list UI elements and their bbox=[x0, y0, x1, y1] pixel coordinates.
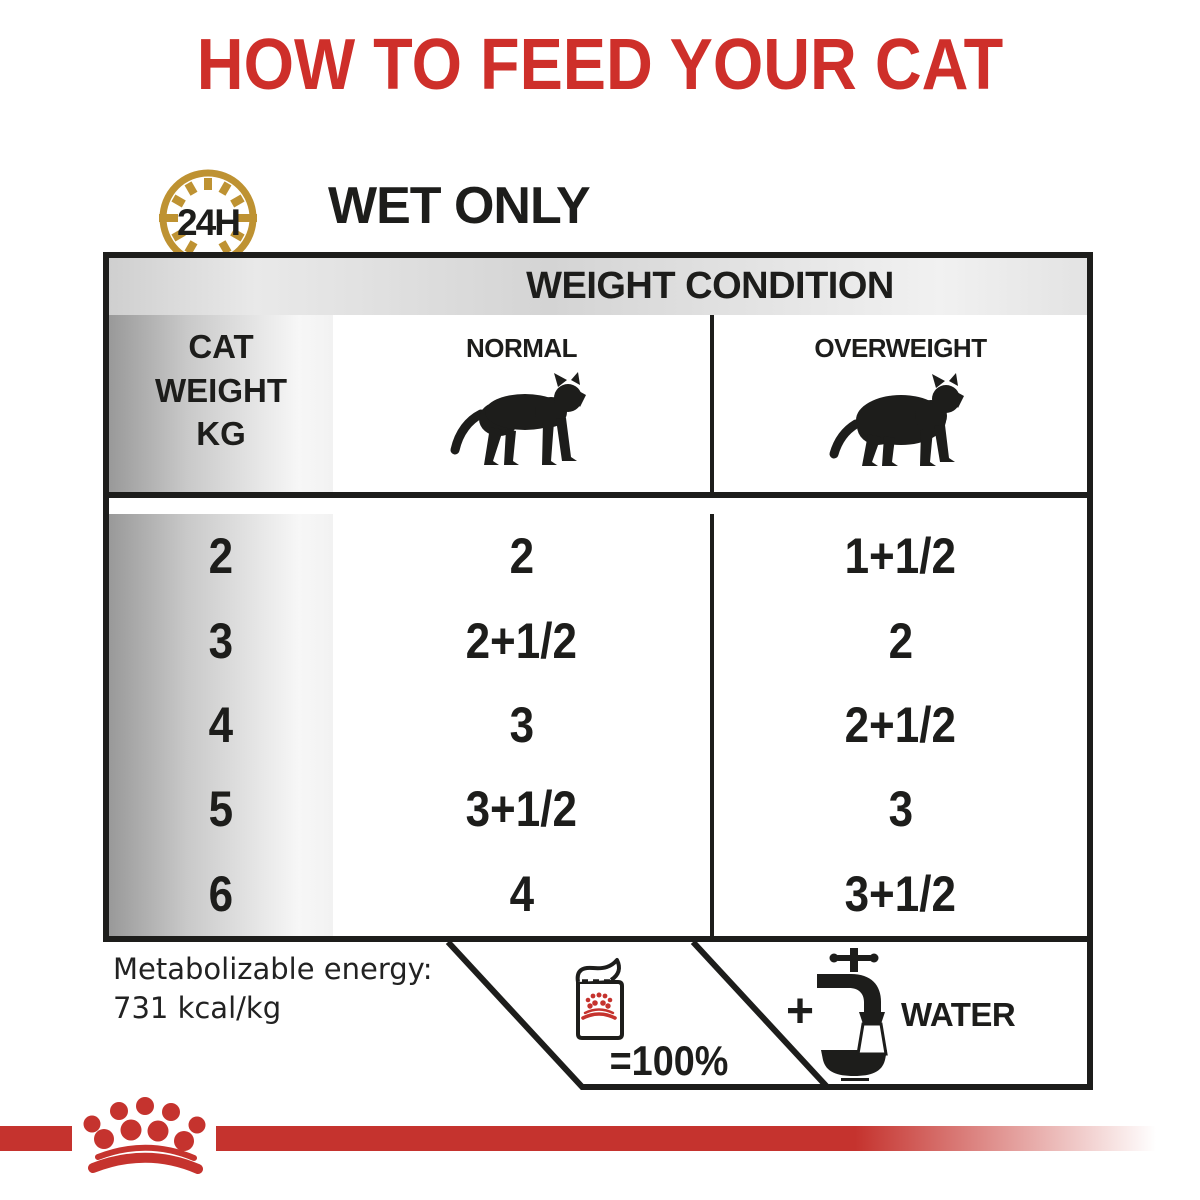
brand-bar-left bbox=[0, 1126, 72, 1151]
clock-dial-icon: 24H bbox=[159, 169, 257, 252]
cell-normal-ration: 2 bbox=[333, 514, 714, 599]
row-header-line: KG bbox=[196, 415, 246, 453]
water-tap-bowl-icon bbox=[817, 948, 888, 1081]
table-header-band: WEIGHT CONDITION bbox=[109, 258, 1087, 315]
feeding-table: WEIGHT CONDITION CAT WEIGHT KG NORMAL bbox=[103, 252, 1093, 942]
table-row: 4 3 2+1/2 bbox=[109, 682, 1087, 768]
cell-cat-weight: 2 bbox=[109, 514, 333, 599]
cell-cat-weight: 4 bbox=[109, 682, 333, 768]
cell-cat-weight: 3 bbox=[109, 598, 333, 683]
cell-overweight-ration: 3 bbox=[888, 781, 913, 838]
pouch-crown-mark bbox=[581, 992, 617, 1020]
table-row: 2 2 1+1/2 bbox=[109, 514, 1087, 599]
normal-cat-icon bbox=[450, 372, 586, 465]
table-data-rows: 2 2 1+1/2 3 2+1/2 2 4 3 2+1/2 5 3+1/2 3 … bbox=[109, 498, 1087, 937]
energy-value: 731 kcal/kg bbox=[113, 991, 282, 1026]
column-header-normal: NORMAL bbox=[333, 315, 714, 492]
table-header-label: WEIGHT CONDITION bbox=[526, 265, 894, 307]
table-row: 6 4 3+1/2 bbox=[109, 851, 1087, 937]
24h-clock-icon: 24H bbox=[142, 155, 274, 252]
footer-strip: Metabolizable energy: 731 kcal/kg =100% … bbox=[103, 942, 1093, 1090]
table-column-header-row: CAT WEIGHT KG NORMAL bbox=[109, 315, 1087, 492]
energy-label: Metabolizable energy: bbox=[113, 952, 433, 986]
cell-normal-ration: 2+1/2 bbox=[333, 598, 714, 683]
column-label-overweight: OVERWEIGHT bbox=[814, 333, 987, 363]
header-data-separator bbox=[109, 492, 1087, 498]
clock-24h-label: 24H bbox=[177, 202, 239, 243]
table-row: 5 3+1/2 3 bbox=[109, 767, 1087, 852]
row-header-cat-weight-kg: CAT WEIGHT KG bbox=[109, 315, 333, 492]
pouch-equals-100-label: =100% bbox=[609, 1037, 729, 1084]
cell-cat-weight: 6 bbox=[109, 851, 333, 937]
feeding-mode-label: WET ONLY bbox=[328, 177, 591, 235]
page-title: HOW TO FEED YOUR CAT bbox=[0, 24, 1200, 106]
cell-overweight-ration: 2 bbox=[888, 612, 913, 669]
table-row: 3 2+1/2 2 bbox=[109, 598, 1087, 683]
cell-overweight-ration: 3+1/2 bbox=[844, 865, 957, 922]
overweight-cat-icon bbox=[829, 373, 964, 466]
footer-strip-borders bbox=[445, 942, 1093, 1090]
cell-normal-ration: 4 bbox=[333, 851, 714, 937]
column-label-normal: NORMAL bbox=[465, 333, 578, 363]
column-header-overweight: OVERWEIGHT bbox=[714, 315, 1087, 492]
water-label: WATER bbox=[901, 996, 1016, 1033]
row-header-line: WEIGHT bbox=[155, 371, 287, 409]
cell-overweight-ration: 2+1/2 bbox=[844, 697, 957, 754]
row-header-line: CAT bbox=[188, 328, 254, 365]
plus-sign: + bbox=[786, 985, 815, 1038]
royal-canin-crown-logo bbox=[83, 1097, 206, 1174]
cell-overweight-ration: 1+1/2 bbox=[844, 528, 957, 585]
metabolizable-energy-note: Metabolizable energy: 731 kcal/kg bbox=[113, 950, 433, 1028]
cell-normal-ration: 3 bbox=[333, 682, 714, 768]
brand-bar bbox=[216, 1126, 1156, 1151]
wet-food-pouch-icon bbox=[575, 958, 624, 1040]
page-title-text: HOW TO FEED YOUR CAT bbox=[196, 25, 1004, 105]
cell-normal-ration: 3+1/2 bbox=[333, 767, 714, 852]
cell-cat-weight: 5 bbox=[109, 767, 333, 852]
